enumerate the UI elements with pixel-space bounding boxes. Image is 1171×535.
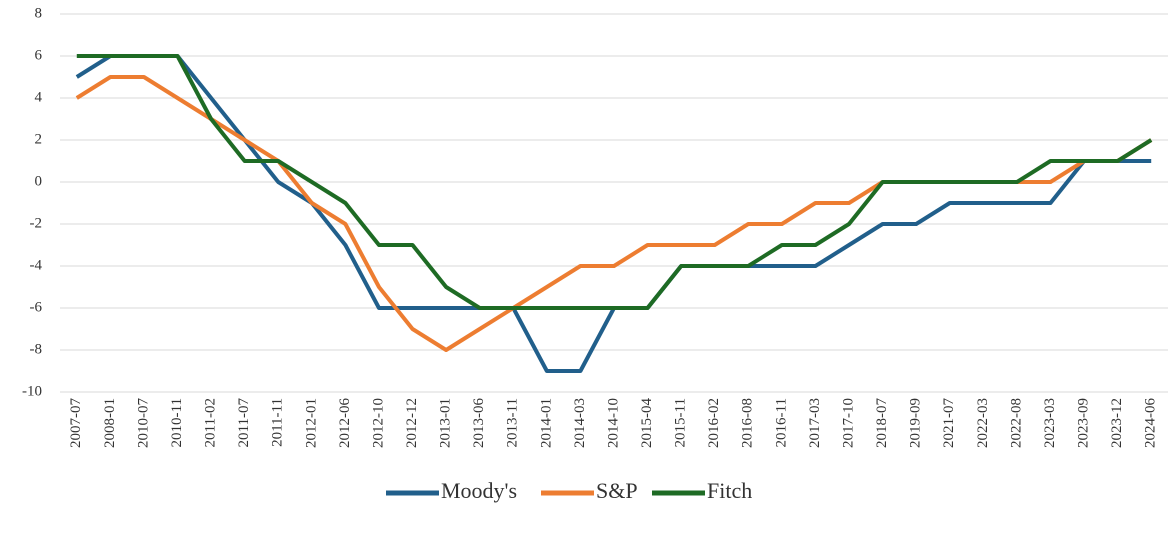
legend-label: S&P bbox=[596, 478, 638, 503]
x-tick-label: 2012-12 bbox=[404, 398, 420, 448]
x-tick-label: 2023-03 bbox=[1042, 398, 1058, 448]
x-tick-label: 2022-08 bbox=[1008, 398, 1024, 448]
y-tick-label: -2 bbox=[30, 215, 43, 231]
x-tick-label: 2012-01 bbox=[303, 398, 319, 448]
x-tick-label: 2024-06 bbox=[1143, 398, 1159, 448]
y-tick-label: -6 bbox=[30, 299, 43, 315]
x-tick-label: 2022-03 bbox=[975, 398, 991, 448]
legend-label: Moody's bbox=[441, 478, 517, 503]
legend-label: Fitch bbox=[707, 478, 752, 503]
x-tick-label: 2016-11 bbox=[773, 398, 789, 447]
legend: Moody's S&P Fitch bbox=[386, 478, 752, 503]
x-tick-label: 2016-02 bbox=[706, 398, 722, 448]
x-tick-label: 2018-07 bbox=[874, 398, 890, 448]
x-tick-label: 2014-03 bbox=[572, 398, 588, 448]
x-tick-label: 2017-10 bbox=[840, 398, 856, 448]
x-tick-label: 2013-01 bbox=[438, 398, 454, 448]
x-tick-label: 2021-07 bbox=[941, 398, 957, 448]
x-tick-label: 2019-09 bbox=[908, 398, 924, 448]
y-tick-label: 6 bbox=[35, 47, 43, 63]
y-tick-label: 0 bbox=[35, 173, 43, 189]
x-tick-label: 2010-11 bbox=[169, 398, 185, 447]
y-tick-label: 2 bbox=[35, 131, 43, 147]
y-tick-label: -10 bbox=[22, 383, 42, 399]
x-tick-label: 2014-01 bbox=[538, 398, 554, 448]
x-tick-label: 2014-10 bbox=[605, 398, 621, 448]
series-line bbox=[76, 54, 1153, 310]
y-tick-label: -4 bbox=[30, 257, 43, 273]
x-tick-label: 2016-08 bbox=[740, 398, 756, 448]
series-line bbox=[75, 54, 1152, 373]
x-tick-label: 2015-11 bbox=[673, 398, 689, 447]
x-tick-label: 2023-12 bbox=[1109, 398, 1125, 448]
x-tick-label: 2011-11 bbox=[270, 398, 286, 447]
x-tick-label: 2010-07 bbox=[135, 398, 151, 448]
x-tick-label: 2011-07 bbox=[236, 398, 252, 448]
x-tick-label: 2007-07 bbox=[68, 398, 84, 448]
x-tick-label: 2011-02 bbox=[203, 398, 219, 447]
y-tick-label: 8 bbox=[35, 5, 43, 21]
y-tick-label: -8 bbox=[30, 341, 43, 357]
x-tick-label: 2017-03 bbox=[807, 398, 823, 448]
x-tick-label: 2012-06 bbox=[337, 398, 353, 448]
x-tick-label: 2023-09 bbox=[1075, 398, 1091, 448]
x-tick-label: 2013-06 bbox=[471, 398, 487, 448]
x-tick-label: 2013-11 bbox=[505, 398, 521, 447]
x-tick-label: 2015-04 bbox=[639, 398, 655, 448]
y-tick-label: 4 bbox=[35, 89, 43, 105]
x-tick-label: 2012-10 bbox=[370, 398, 386, 448]
x-tick-label: 2008-01 bbox=[102, 398, 118, 448]
